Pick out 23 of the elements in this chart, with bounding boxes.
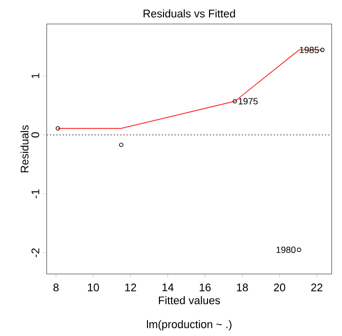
x-tick-label: 16 xyxy=(200,284,211,292)
y-tick-label: -1 xyxy=(32,189,40,198)
y-tick-label: 1 xyxy=(32,73,40,78)
annotation: 1975 xyxy=(238,98,258,104)
point xyxy=(119,142,124,148)
point xyxy=(320,48,325,52)
x-tick-label: 20 xyxy=(274,284,286,292)
chart-title: Residuals vs Fitted xyxy=(144,9,235,18)
x-tick-label: 10 xyxy=(88,284,99,292)
x-tick-label: 14 xyxy=(162,284,174,292)
x-tick-label: 22 xyxy=(311,284,322,292)
x-axis-title: Fitted values xyxy=(158,296,220,304)
point xyxy=(296,248,302,252)
x-tick-label: 18 xyxy=(237,284,248,292)
y-axis-title: Residuals xyxy=(20,125,29,172)
point xyxy=(56,126,60,131)
text: lm(production ~ .) xyxy=(146,320,232,330)
x-tick-label: 12 xyxy=(125,284,136,292)
point xyxy=(232,99,237,104)
y-tick-label: 0 xyxy=(31,132,40,138)
x-tick-label: 8 xyxy=(53,284,59,292)
annotation: 1980 xyxy=(276,246,296,254)
y-tick-label: -2 xyxy=(32,248,40,258)
